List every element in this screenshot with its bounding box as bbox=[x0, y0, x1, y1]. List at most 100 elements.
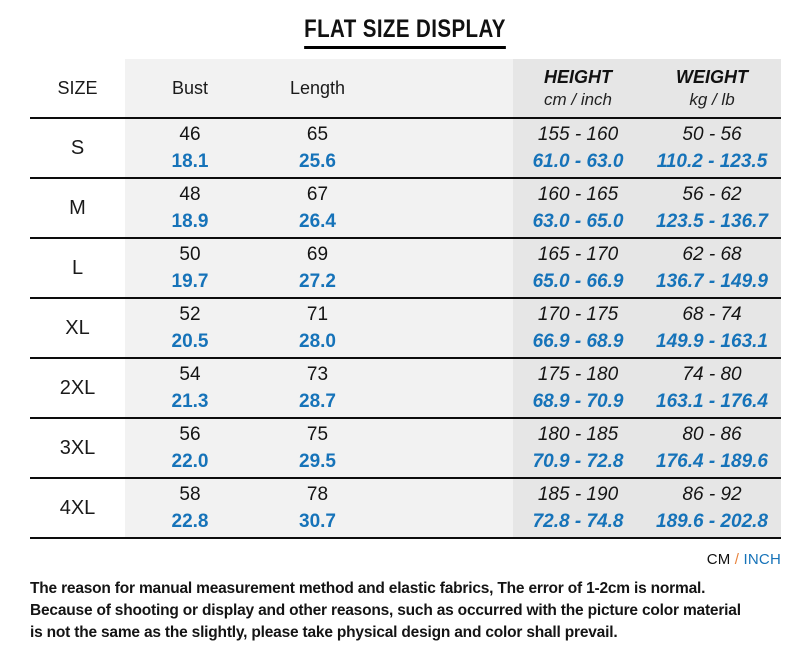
bust-cm-value: 46 bbox=[179, 124, 201, 145]
height-inch-value: 65.0 - 66.9 bbox=[532, 271, 624, 292]
bust-cell: 58 22.8 bbox=[125, 479, 255, 537]
weight-cell: 74 - 80 163.1 - 176.4 bbox=[643, 359, 781, 417]
header-weight-units: kg / lb bbox=[689, 89, 735, 109]
weight-cell: 86 - 92 189.6 - 202.8 bbox=[643, 479, 781, 537]
spacer-cell bbox=[380, 179, 513, 237]
length-inch-value: 25.6 bbox=[299, 151, 336, 172]
table-body: S 46 18.1 65 25.6 155 - 160 61.0 - 63.0 … bbox=[30, 119, 781, 539]
weight-lb-value: 110.2 - 123.5 bbox=[656, 151, 768, 172]
weight-cell: 62 - 68 136.7 - 149.9 bbox=[643, 239, 781, 297]
bust-cell: 50 19.7 bbox=[125, 239, 255, 297]
unit-legend: CM / INCH bbox=[30, 551, 781, 568]
height-cell: 175 - 180 68.9 - 70.9 bbox=[513, 359, 643, 417]
header-spacer-cell bbox=[380, 59, 513, 117]
bust-cm-value: 58 bbox=[179, 484, 201, 505]
header-weight-cell: WEIGHT kg / lb bbox=[643, 59, 781, 117]
bust-cell: 56 22.0 bbox=[125, 419, 255, 477]
length-cell: 69 27.2 bbox=[255, 239, 380, 297]
weight-lb-value: 163.1 - 176.4 bbox=[656, 391, 768, 412]
weight-kg-value: 68 - 74 bbox=[682, 304, 742, 325]
height-inch-value: 72.8 - 74.8 bbox=[532, 511, 624, 532]
header-weight-label: WEIGHT bbox=[676, 66, 748, 87]
height-cell: 155 - 160 61.0 - 63.0 bbox=[513, 119, 643, 177]
weight-cell: 56 - 62 123.5 - 136.7 bbox=[643, 179, 781, 237]
weight-kg-value: 74 - 80 bbox=[682, 364, 742, 385]
header-length-label: Length bbox=[289, 77, 346, 98]
header-length-cell: Length bbox=[255, 59, 380, 117]
header-height-label: HEIGHT bbox=[543, 66, 612, 87]
size-cell: XL bbox=[30, 299, 125, 357]
title-wrap: FLAT SIZE DISPLAY bbox=[0, 0, 811, 49]
weight-kg-value: 62 - 68 bbox=[682, 244, 742, 265]
size-cell: S bbox=[30, 119, 125, 177]
spacer-cell bbox=[380, 119, 513, 177]
bust-inch-value: 20.5 bbox=[171, 331, 209, 352]
size-cell: 2XL bbox=[30, 359, 125, 417]
size-value: L bbox=[71, 256, 84, 279]
unit-legend-cm: CM bbox=[706, 551, 731, 568]
height-cell: 165 - 170 65.0 - 66.9 bbox=[513, 239, 643, 297]
bust-inch-value: 22.0 bbox=[171, 451, 209, 472]
table-row: S 46 18.1 65 25.6 155 - 160 61.0 - 63.0 … bbox=[30, 119, 781, 179]
header-size-cell: SIZE bbox=[30, 59, 125, 117]
table-row: M 48 18.9 67 26.4 160 - 165 63.0 - 65.0 … bbox=[30, 179, 781, 239]
length-cm-value: 71 bbox=[306, 304, 329, 325]
height-cell: 160 - 165 63.0 - 65.0 bbox=[513, 179, 643, 237]
size-value: M bbox=[69, 196, 86, 219]
size-table: SIZE Bust Length HEIGHT cm / inch WEIGHT… bbox=[30, 59, 781, 539]
table-row: XL 52 20.5 71 28.0 170 - 175 66.9 - 68.9… bbox=[30, 299, 781, 359]
bust-cell: 46 18.1 bbox=[125, 119, 255, 177]
bust-cell: 48 18.9 bbox=[125, 179, 255, 237]
size-cell: 3XL bbox=[30, 419, 125, 477]
bust-cm-value: 52 bbox=[179, 304, 201, 325]
length-cell: 78 30.7 bbox=[255, 479, 380, 537]
page-title: FLAT SIZE DISPLAY bbox=[304, 15, 507, 49]
bust-cm-value: 50 bbox=[179, 244, 201, 265]
table-row: 2XL 54 21.3 73 28.7 175 - 180 68.9 - 70.… bbox=[30, 359, 781, 419]
size-value: 4XL bbox=[59, 496, 96, 519]
height-cm-value: 170 - 175 bbox=[537, 304, 619, 325]
length-cell: 73 28.7 bbox=[255, 359, 380, 417]
length-cm-value: 78 bbox=[306, 484, 329, 505]
weight-kg-value: 50 - 56 bbox=[682, 124, 742, 145]
table-row: 3XL 56 22.0 75 29.5 180 - 185 70.9 - 72.… bbox=[30, 419, 781, 479]
weight-lb-value: 176.4 - 189.6 bbox=[656, 451, 768, 472]
height-cell: 170 - 175 66.9 - 68.9 bbox=[513, 299, 643, 357]
table-header-row: SIZE Bust Length HEIGHT cm / inch WEIGHT… bbox=[30, 59, 781, 119]
table-row: 4XL 58 22.8 78 30.7 185 - 190 72.8 - 74.… bbox=[30, 479, 781, 539]
size-cell: 4XL bbox=[30, 479, 125, 537]
length-inch-value: 28.0 bbox=[299, 331, 336, 352]
size-cell: M bbox=[30, 179, 125, 237]
height-cm-value: 185 - 190 bbox=[537, 484, 619, 505]
footnote-line-1: The reason for manual measurement method… bbox=[30, 580, 706, 597]
size-value: XL bbox=[65, 316, 90, 339]
length-inch-value: 28.7 bbox=[299, 391, 336, 412]
bust-inch-value: 19.7 bbox=[171, 271, 209, 292]
header-bust-label: Bust bbox=[171, 77, 209, 98]
height-cm-value: 155 - 160 bbox=[537, 124, 619, 145]
height-cm-value: 165 - 170 bbox=[537, 244, 619, 265]
height-cell: 185 - 190 72.8 - 74.8 bbox=[513, 479, 643, 537]
height-inch-value: 63.0 - 65.0 bbox=[532, 211, 624, 232]
weight-lb-value: 136.7 - 149.9 bbox=[656, 271, 768, 292]
height-inch-value: 66.9 - 68.9 bbox=[532, 331, 624, 352]
length-cm-value: 69 bbox=[306, 244, 329, 265]
length-cm-value: 67 bbox=[306, 184, 329, 205]
height-inch-value: 68.9 - 70.9 bbox=[532, 391, 624, 412]
weight-lb-value: 149.9 - 163.1 bbox=[656, 331, 768, 352]
bust-inch-value: 18.1 bbox=[171, 151, 209, 172]
table-row: L 50 19.7 69 27.2 165 - 170 65.0 - 66.9 … bbox=[30, 239, 781, 299]
length-inch-value: 26.4 bbox=[299, 211, 336, 232]
size-value: S bbox=[70, 136, 85, 159]
footnote-line-2: Because of shooting or display and other… bbox=[30, 602, 741, 619]
bust-cell: 52 20.5 bbox=[125, 299, 255, 357]
height-cell: 180 - 185 70.9 - 72.8 bbox=[513, 419, 643, 477]
length-inch-value: 27.2 bbox=[299, 271, 336, 292]
size-value: 3XL bbox=[59, 436, 96, 459]
spacer-cell bbox=[380, 239, 513, 297]
bust-inch-value: 21.3 bbox=[171, 391, 209, 412]
bust-cell: 54 21.3 bbox=[125, 359, 255, 417]
weight-lb-value: 123.5 - 136.7 bbox=[656, 211, 768, 232]
footnote-line-3: is not the same as the slightly, please … bbox=[30, 624, 618, 641]
length-cm-value: 73 bbox=[306, 364, 329, 385]
